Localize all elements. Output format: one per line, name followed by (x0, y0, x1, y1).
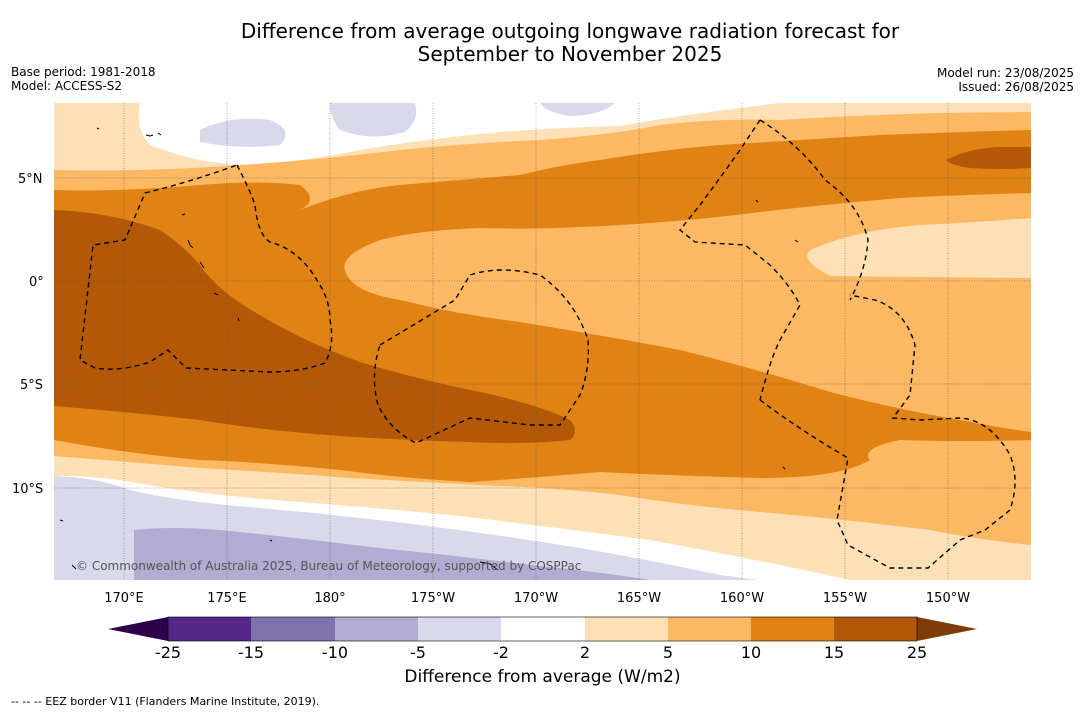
colorbar-swatch-5 (501, 617, 585, 641)
colorbar-tick: 5 (663, 643, 673, 662)
contour-15-west (54, 210, 575, 444)
contour-15-east (946, 147, 1031, 169)
colorbar-title: Difference from average (W/m2) (404, 667, 681, 687)
contour-neg2-north-b (330, 103, 417, 137)
colorbar: -25 -15 -10 -5 -2 2 5 10 15 25 (108, 616, 977, 662)
colorbar-tick: 15 (824, 643, 844, 662)
colorbar-swatch-3 (335, 617, 418, 641)
map-panel (54, 103, 1031, 580)
colorbar-tick: -25 (155, 643, 181, 662)
gridlines (54, 103, 1031, 580)
colorbar-swatch-4 (418, 617, 501, 641)
colorbar-swatch-8 (751, 617, 834, 641)
eez-legend-note: -- -- -- EEZ border V11 (Flanders Marine… (11, 695, 320, 708)
lat-label-5s: 5°S (20, 378, 43, 393)
lat-label-5n: 5°N (18, 172, 43, 187)
meta-right: Model run: 23/08/2025 Issued: 26/08/2025 (937, 66, 1074, 94)
lon-label-150w: 150°W (926, 591, 970, 606)
lon-label-170e: 170°E (104, 591, 144, 606)
lon-label-155w: 155°W (823, 591, 867, 606)
contour-neg5-south (134, 528, 650, 580)
lon-label-160w: 160°W (720, 591, 764, 606)
colorbar-swatch-highest (917, 617, 977, 641)
issued-date: Issued: 26/08/2025 (958, 80, 1074, 94)
contour-neg2-north-a (200, 118, 286, 147)
colorbar-tick: -10 (322, 643, 348, 662)
colorbar-swatch-lowest (108, 617, 168, 641)
colorbar-tick: -5 (410, 643, 426, 662)
base-period: Base period: 1981-2018 (11, 65, 156, 79)
colorbar-swatch-9 (834, 617, 917, 641)
lon-label-180: 180° (314, 591, 345, 606)
colorbar-swatch-2 (251, 617, 335, 641)
lon-label-175w: 175°W (411, 591, 455, 606)
model-run: Model run: 23/08/2025 (936, 66, 1074, 80)
colorbar-outline (167, 616, 918, 642)
lon-label-170w: 170°W (514, 591, 558, 606)
colorbar-tick: 10 (741, 643, 761, 662)
title-line-2: September to November 2025 (417, 42, 723, 66)
colorbar-tick: 2 (580, 643, 590, 662)
colorbar-swatch-7 (668, 617, 751, 641)
contour-neg2-north-c (540, 103, 615, 116)
island-outlines (59, 127, 799, 571)
colorbar-swatch-6 (585, 617, 668, 641)
map-title: Difference from average outgoing longwav… (0, 20, 1085, 66)
colorbar-tick: 25 (907, 643, 927, 662)
colorbar-tick: -2 (493, 643, 509, 662)
meta-left: Base period: 1981-2018 Model: ACCESS-S2 (11, 65, 156, 93)
colorbar-swatch-1 (168, 617, 251, 641)
lat-label-0: 0° (29, 275, 44, 290)
title-line-1: Difference from average outgoing longwav… (240, 19, 900, 43)
eez-borders (79, 119, 1016, 569)
lon-label-165w: 165°W (617, 591, 661, 606)
copyright-text: © Commonwealth of Australia 2025, Bureau… (76, 559, 581, 573)
lat-label-10s: 10°S (12, 482, 43, 497)
lon-label-175e: 175°E (207, 591, 247, 606)
model-name: Model: ACCESS-S2 (11, 79, 123, 93)
colorbar-tick: -15 (238, 643, 264, 662)
